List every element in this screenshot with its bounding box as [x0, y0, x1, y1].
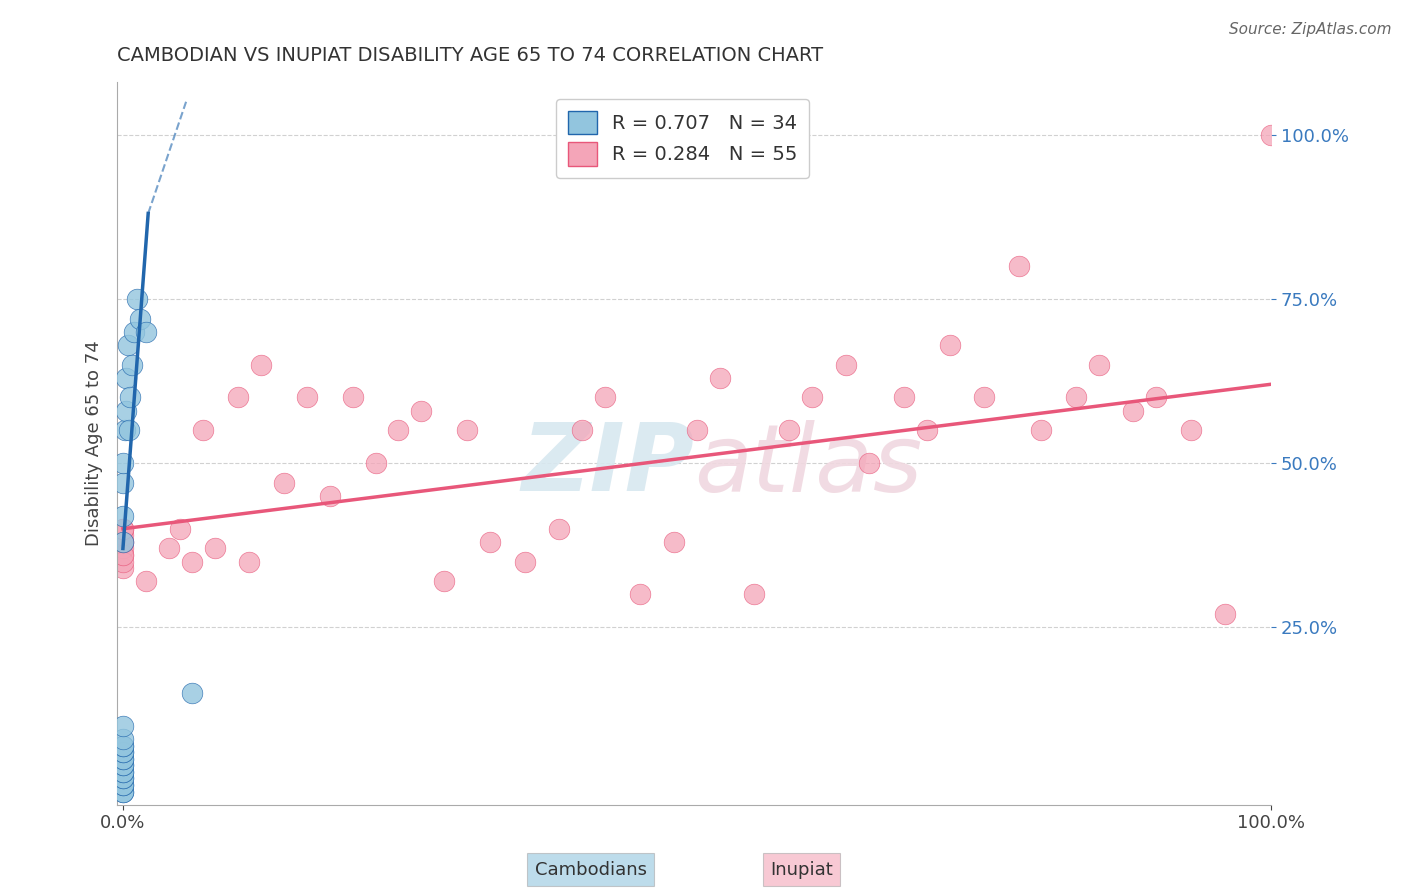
- Point: [115, 370, 138, 384]
- Y-axis label: Disability Age 65 to 74: Disability Age 65 to 74: [86, 341, 103, 546]
- Point: [111, 522, 134, 536]
- Point: [111, 764, 134, 779]
- Point: [111, 745, 134, 759]
- Point: [157, 541, 180, 556]
- Point: [129, 311, 152, 326]
- Point: [169, 522, 191, 536]
- Point: [111, 739, 134, 753]
- Legend: R = 0.707   N = 34, R = 0.284   N = 55: R = 0.707 N = 34, R = 0.284 N = 55: [555, 99, 810, 178]
- Point: [111, 475, 134, 490]
- Point: [318, 489, 340, 503]
- Point: [1122, 403, 1144, 417]
- Point: [226, 390, 249, 404]
- Point: [1213, 607, 1236, 622]
- Text: Inupiat: Inupiat: [770, 861, 832, 879]
- Point: [111, 528, 134, 542]
- Point: [686, 423, 709, 437]
- Point: [111, 535, 134, 549]
- Point: [1180, 423, 1202, 437]
- Point: [973, 390, 995, 404]
- Point: [111, 758, 134, 772]
- Point: [479, 535, 502, 549]
- Point: [111, 719, 134, 733]
- Point: [858, 456, 880, 470]
- Point: [433, 574, 456, 589]
- Point: [364, 456, 387, 470]
- Point: [204, 541, 226, 556]
- Point: [1144, 390, 1167, 404]
- Point: [135, 325, 157, 339]
- Point: [111, 772, 134, 786]
- Point: [1088, 358, 1111, 372]
- Point: [111, 541, 134, 556]
- Point: [111, 535, 134, 549]
- Point: [800, 390, 823, 404]
- Point: [111, 456, 134, 470]
- Point: [111, 548, 134, 562]
- Point: [114, 423, 136, 437]
- Point: [111, 555, 134, 569]
- Point: [111, 778, 134, 792]
- Point: [1031, 423, 1053, 437]
- Point: [111, 508, 134, 523]
- Point: [778, 423, 800, 437]
- Point: [115, 403, 138, 417]
- Text: ZIP: ZIP: [522, 419, 695, 511]
- Point: [111, 739, 134, 753]
- Point: [180, 555, 202, 569]
- Text: Cambodians: Cambodians: [534, 861, 647, 879]
- Point: [835, 358, 858, 372]
- Point: [111, 764, 134, 779]
- Point: [1007, 259, 1029, 273]
- Point: [273, 475, 295, 490]
- Point: [111, 758, 134, 772]
- Point: [662, 535, 685, 549]
- Point: [548, 522, 571, 536]
- Point: [411, 403, 433, 417]
- Point: [111, 784, 134, 798]
- Text: atlas: atlas: [695, 419, 922, 510]
- Point: [111, 778, 134, 792]
- Point: [342, 390, 364, 404]
- Point: [571, 423, 593, 437]
- Point: [117, 338, 139, 352]
- Point: [456, 423, 478, 437]
- Point: [249, 358, 271, 372]
- Point: [893, 390, 915, 404]
- Point: [180, 686, 202, 700]
- Point: [111, 784, 134, 798]
- Point: [111, 731, 134, 746]
- Point: [513, 555, 536, 569]
- Point: [709, 370, 731, 384]
- Point: [938, 338, 960, 352]
- Point: [121, 358, 143, 372]
- Point: [111, 745, 134, 759]
- Point: [628, 587, 651, 601]
- Point: [111, 752, 134, 766]
- Point: [124, 325, 146, 339]
- Point: [387, 423, 409, 437]
- Point: [118, 390, 141, 404]
- Point: [111, 522, 134, 536]
- Point: [593, 390, 616, 404]
- Point: [1260, 128, 1282, 142]
- Text: CAMBODIAN VS INUPIAT DISABILITY AGE 65 TO 74 CORRELATION CHART: CAMBODIAN VS INUPIAT DISABILITY AGE 65 T…: [117, 46, 824, 65]
- Point: [135, 574, 157, 589]
- Point: [295, 390, 318, 404]
- Point: [1064, 390, 1087, 404]
- Point: [193, 423, 215, 437]
- Point: [111, 535, 134, 549]
- Point: [744, 587, 766, 601]
- Point: [238, 555, 260, 569]
- Point: [125, 292, 148, 306]
- Point: [111, 752, 134, 766]
- Point: [915, 423, 938, 437]
- Point: [111, 548, 134, 562]
- Point: [118, 423, 141, 437]
- Point: [111, 772, 134, 786]
- Point: [111, 561, 134, 575]
- Text: Source: ZipAtlas.com: Source: ZipAtlas.com: [1229, 22, 1392, 37]
